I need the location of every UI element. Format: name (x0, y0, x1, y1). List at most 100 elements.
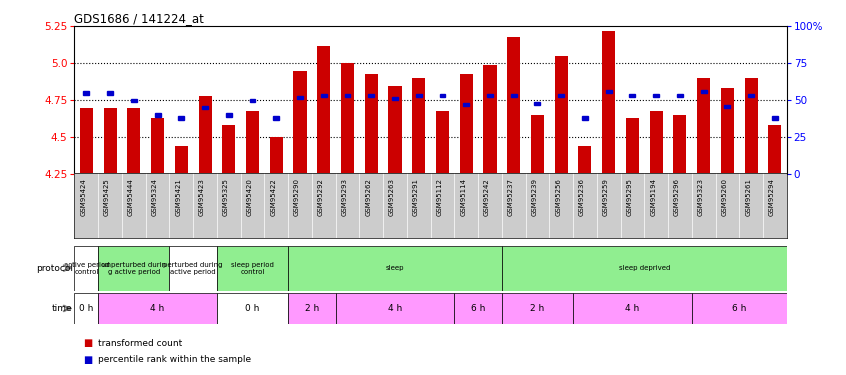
Bar (98, 292, 217, 324)
Bar (629, 94, 635, 98)
Bar (288, 246, 502, 291)
Bar (464, 103, 470, 106)
Bar (748, 94, 754, 98)
Text: GSM95290: GSM95290 (294, 178, 300, 216)
Bar (250, 99, 255, 102)
Bar (531, 115, 544, 174)
Bar (573, 292, 692, 324)
Bar (341, 63, 354, 174)
Bar (202, 106, 208, 109)
Text: ■: ■ (83, 338, 92, 348)
Text: GSM95260: GSM95260 (722, 178, 728, 216)
Text: sleep: sleep (386, 265, 404, 271)
Text: transformed count: transformed count (98, 339, 183, 348)
Text: sleep period
control: sleep period control (231, 262, 274, 274)
Bar (626, 118, 639, 174)
Text: GSM95291: GSM95291 (413, 178, 419, 216)
Bar (502, 292, 573, 324)
Text: GSM95423: GSM95423 (199, 178, 205, 216)
Bar (511, 94, 517, 98)
Text: GSM95422: GSM95422 (270, 178, 277, 216)
Bar (535, 102, 541, 105)
Bar (155, 114, 161, 117)
Bar (80, 108, 93, 174)
Bar (344, 94, 350, 98)
Bar (336, 292, 454, 324)
Bar (744, 78, 758, 174)
Bar (74, 292, 98, 324)
Bar (169, 246, 217, 291)
Text: GSM95239: GSM95239 (531, 178, 537, 216)
Text: GSM95236: GSM95236 (579, 178, 585, 216)
Bar (724, 105, 730, 108)
Bar (653, 94, 659, 98)
Text: GSM95259: GSM95259 (602, 178, 609, 216)
Bar (412, 78, 426, 174)
Text: time: time (52, 304, 73, 313)
Bar (103, 108, 117, 174)
Bar (199, 96, 212, 174)
Bar (98, 246, 169, 291)
Text: GSM95112: GSM95112 (437, 178, 442, 216)
Bar (579, 146, 591, 174)
Bar (74, 246, 98, 291)
Bar (697, 78, 710, 174)
Text: active period
control: active period control (63, 262, 109, 274)
Text: 4 h: 4 h (151, 304, 165, 313)
Bar (772, 117, 777, 120)
Bar (131, 99, 137, 102)
Text: 6 h: 6 h (732, 304, 746, 313)
Bar (217, 292, 288, 324)
Bar (368, 94, 374, 98)
Bar (721, 88, 734, 174)
Text: GDS1686 / 141224_at: GDS1686 / 141224_at (74, 12, 205, 25)
Bar (508, 37, 520, 174)
Bar (288, 292, 336, 324)
Text: GSM95294: GSM95294 (769, 178, 775, 216)
Bar (454, 292, 502, 324)
Bar (692, 292, 787, 324)
Text: GSM95421: GSM95421 (175, 178, 181, 216)
Bar (365, 74, 378, 174)
Text: GSM95237: GSM95237 (508, 178, 514, 216)
Bar (321, 94, 327, 98)
Bar (217, 246, 288, 291)
Bar (582, 117, 588, 120)
Bar (226, 114, 232, 117)
Bar (673, 115, 686, 174)
Text: GSM95293: GSM95293 (342, 178, 348, 216)
Text: 2 h: 2 h (530, 304, 545, 313)
Text: protocol: protocol (36, 264, 73, 273)
Bar (179, 117, 184, 120)
Bar (151, 118, 164, 174)
Text: GSM95261: GSM95261 (745, 178, 751, 216)
Text: 6 h: 6 h (471, 304, 486, 313)
Bar (107, 91, 113, 94)
Bar (127, 108, 140, 174)
Bar (246, 111, 259, 174)
Bar (502, 246, 787, 291)
Text: GSM95194: GSM95194 (651, 178, 656, 216)
Text: GSM95324: GSM95324 (151, 178, 157, 216)
Text: GSM95263: GSM95263 (389, 178, 395, 216)
Bar (602, 31, 615, 174)
Text: 4 h: 4 h (387, 304, 402, 313)
Text: GSM95262: GSM95262 (365, 178, 371, 216)
Bar (84, 91, 90, 94)
Text: GSM95242: GSM95242 (484, 178, 490, 216)
Bar (677, 94, 683, 98)
Text: GSM95295: GSM95295 (626, 178, 633, 216)
Text: GSM95296: GSM95296 (674, 178, 680, 216)
Text: GSM95114: GSM95114 (460, 178, 466, 216)
Bar (273, 117, 279, 120)
Text: 0 h: 0 h (245, 304, 260, 313)
Bar (317, 45, 330, 174)
Bar (392, 97, 398, 100)
Bar (175, 146, 188, 174)
Bar (270, 137, 283, 174)
Text: 4 h: 4 h (625, 304, 640, 313)
Bar (555, 56, 568, 174)
Bar (415, 94, 421, 98)
Bar (487, 94, 493, 98)
Bar (222, 126, 235, 174)
